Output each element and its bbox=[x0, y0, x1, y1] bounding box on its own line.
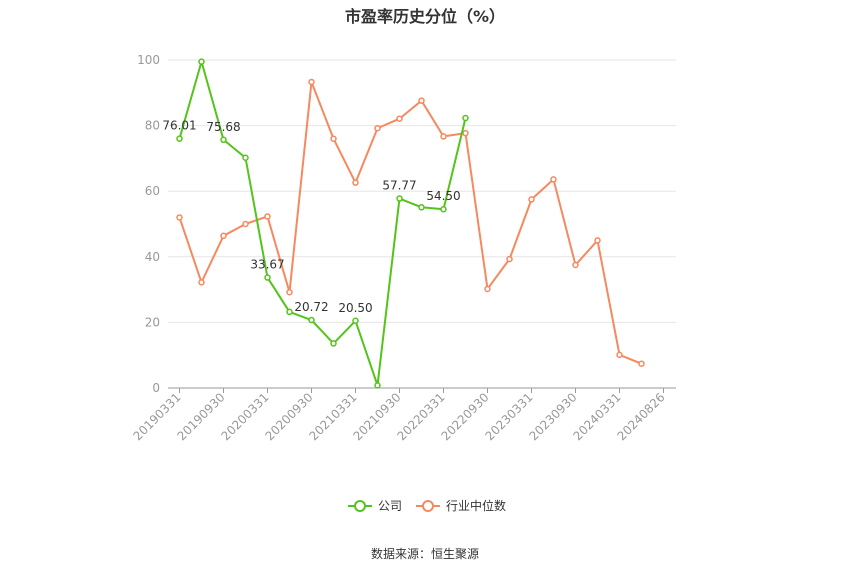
data-point-1 bbox=[616, 351, 623, 359]
data-label: 54.50 bbox=[426, 189, 460, 203]
data-point-0 bbox=[396, 195, 403, 202]
series-line-0 bbox=[178, 60, 467, 387]
y-tick-label: 20 bbox=[145, 315, 160, 329]
data-point-0 bbox=[418, 204, 425, 211]
data-point-1 bbox=[550, 176, 557, 183]
data-point-0 bbox=[176, 135, 183, 142]
data-point-0 bbox=[220, 136, 227, 144]
legend-marker-0 bbox=[354, 500, 366, 512]
data-point-0 bbox=[198, 58, 205, 65]
data-point-1 bbox=[638, 360, 645, 367]
data-point-0 bbox=[440, 205, 447, 213]
data-point-1 bbox=[528, 196, 535, 203]
data-label: 76.01 bbox=[162, 119, 196, 133]
data-point-1 bbox=[506, 255, 513, 263]
source-note: 数据来源：恒生聚源 bbox=[370, 547, 479, 561]
data-point-1 bbox=[352, 179, 359, 186]
data-point-1 bbox=[242, 220, 249, 228]
data-point-1 bbox=[462, 129, 469, 137]
data-point-0 bbox=[374, 382, 381, 389]
y-tick-label: 40 bbox=[145, 250, 160, 264]
data-point-1 bbox=[176, 214, 183, 221]
data-label: 33.67 bbox=[250, 258, 284, 272]
data-point-0 bbox=[264, 274, 271, 281]
data-point-0 bbox=[352, 317, 359, 325]
data-point-0 bbox=[286, 308, 293, 316]
data-label: 75.68 bbox=[206, 120, 240, 134]
data-label: 57.77 bbox=[382, 179, 416, 193]
data-point-0 bbox=[308, 316, 315, 324]
data-point-1 bbox=[418, 97, 425, 104]
legend-label-0: 公司 bbox=[378, 499, 402, 513]
x-tick-label: 20240826 bbox=[615, 390, 668, 443]
data-point-1 bbox=[198, 279, 205, 286]
data-point-1 bbox=[396, 115, 403, 122]
y-tick-label: 60 bbox=[145, 184, 160, 198]
data-point-1 bbox=[594, 237, 601, 244]
y-tick-label: 80 bbox=[145, 119, 160, 133]
legend-label-1: 行业中位数 bbox=[446, 498, 506, 513]
y-tick-label: 0 bbox=[152, 381, 160, 395]
data-point-1 bbox=[330, 135, 337, 142]
data-point-1 bbox=[264, 213, 271, 220]
data-point-0 bbox=[462, 114, 469, 122]
data-point-1 bbox=[484, 285, 491, 293]
data-point-0 bbox=[242, 154, 249, 161]
data-point-1 bbox=[286, 288, 293, 296]
data-point-0 bbox=[330, 340, 337, 347]
data-point-1 bbox=[308, 78, 315, 86]
data-point-1 bbox=[374, 124, 381, 132]
data-label: 20.72 bbox=[294, 300, 328, 314]
data-point-1 bbox=[440, 133, 447, 140]
chart-title: 市盈率历史分位（%） bbox=[344, 7, 506, 26]
y-tick-label: 100 bbox=[137, 53, 160, 67]
data-point-1 bbox=[220, 232, 227, 240]
series-line-1 bbox=[178, 80, 642, 365]
data-point-1 bbox=[572, 261, 579, 269]
data-label: 20.50 bbox=[338, 301, 372, 315]
legend-marker-1 bbox=[422, 500, 434, 512]
